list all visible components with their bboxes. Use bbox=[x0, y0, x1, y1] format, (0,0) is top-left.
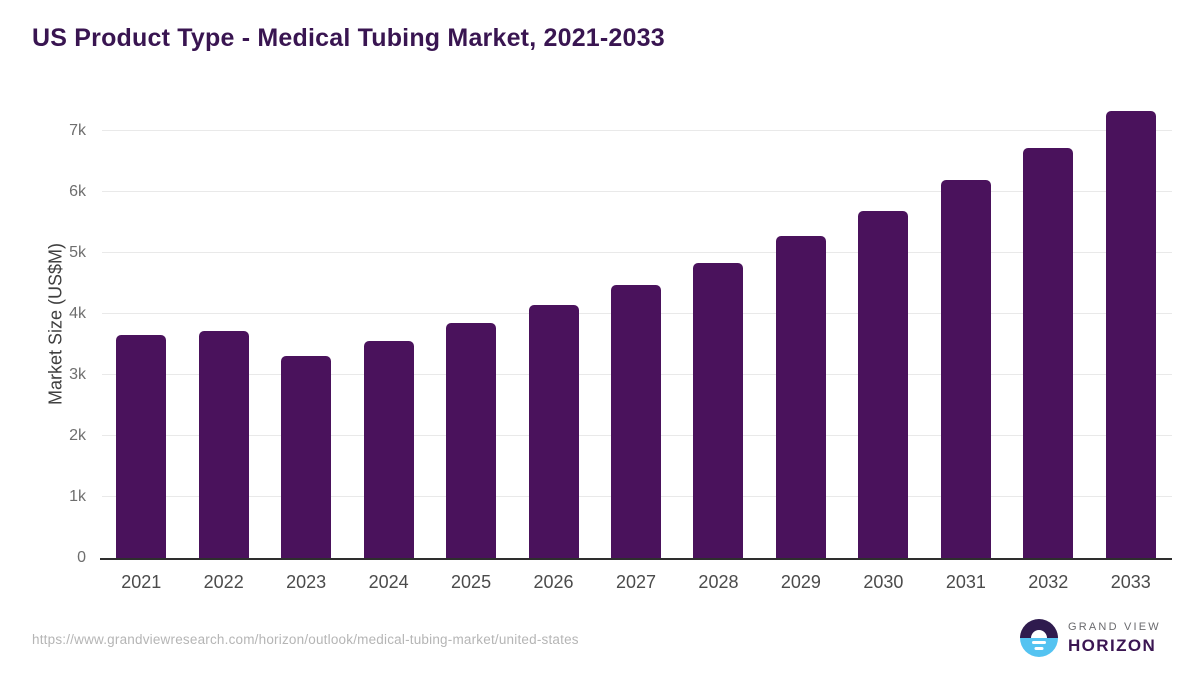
source-url: https://www.grandviewresearch.com/horizo… bbox=[32, 632, 579, 647]
bar-2030[interactable] bbox=[858, 210, 909, 558]
grand-view-horizon-logo: GRAND VIEW HORIZON bbox=[1020, 619, 1161, 657]
bar-2023[interactable] bbox=[281, 355, 332, 558]
horizon-dome-shape bbox=[1031, 630, 1047, 638]
logo-text-grand-view: GRAND VIEW bbox=[1068, 620, 1161, 633]
plot-area: 0 1k 2k 3k 4k 5k 6k 7k 2021 2022 2023 2024 2025 2026 2… bbox=[69, 100, 1172, 592]
x-tick-2024: 2024 bbox=[368, 572, 409, 592]
horizon-reflection-line bbox=[1034, 647, 1044, 650]
x-tick-2026: 2026 bbox=[533, 572, 574, 592]
x-tick-2028: 2028 bbox=[698, 572, 739, 592]
horizon-sun-icon bbox=[1020, 619, 1058, 657]
logo-text: GRAND VIEW HORIZON bbox=[1068, 621, 1161, 656]
x-tick-2027: 2027 bbox=[615, 572, 657, 592]
y-tick-6k: 6k bbox=[69, 182, 86, 200]
y-tick-3k: 3k bbox=[69, 365, 86, 383]
bar-2031[interactable] bbox=[940, 180, 991, 558]
bar-2025[interactable] bbox=[446, 322, 497, 558]
x-tick-2033: 2033 bbox=[1110, 572, 1151, 592]
y-tick-7k: 7k bbox=[69, 121, 86, 139]
y-tick-1k: 1k bbox=[69, 487, 86, 505]
y-tick-2k: 2k bbox=[69, 426, 86, 444]
x-tick-2021: 2021 bbox=[121, 572, 162, 592]
bar-2032[interactable] bbox=[1023, 147, 1074, 558]
x-tick-2025: 2025 bbox=[451, 572, 492, 592]
horizon-reflection-line bbox=[1032, 641, 1046, 644]
bar-2029[interactable] bbox=[775, 236, 826, 558]
x-tick-2031: 2031 bbox=[945, 572, 986, 592]
gridline-7k bbox=[102, 129, 1172, 131]
x-tick-2029: 2029 bbox=[780, 572, 821, 592]
x-tick-2030: 2030 bbox=[863, 572, 904, 592]
bar-2024[interactable] bbox=[363, 341, 414, 558]
bar-2021[interactable] bbox=[116, 335, 167, 558]
logo-text-horizon: HORIZON bbox=[1068, 635, 1157, 655]
y-tick-5k: 5k bbox=[69, 243, 86, 261]
page-title: US Product Type - Medical Tubing Market,… bbox=[32, 24, 665, 52]
x-tick-2032: 2032 bbox=[1028, 572, 1069, 592]
bar-2026[interactable] bbox=[528, 304, 579, 558]
y-axis-title: Market Size (US$M) bbox=[45, 242, 66, 406]
bar-2022[interactable] bbox=[198, 331, 249, 558]
x-tick-2023: 2023 bbox=[286, 572, 327, 592]
y-tick-0: 0 bbox=[77, 549, 86, 566]
x-tick-2022: 2022 bbox=[203, 572, 244, 592]
y-tick-4k: 4k bbox=[69, 304, 86, 322]
bar-2027[interactable] bbox=[611, 285, 661, 558]
bar-2028[interactable] bbox=[693, 263, 744, 558]
gridline-6k bbox=[102, 190, 1172, 192]
bar-2033[interactable] bbox=[1105, 111, 1156, 558]
gridline-5k bbox=[102, 251, 1172, 253]
